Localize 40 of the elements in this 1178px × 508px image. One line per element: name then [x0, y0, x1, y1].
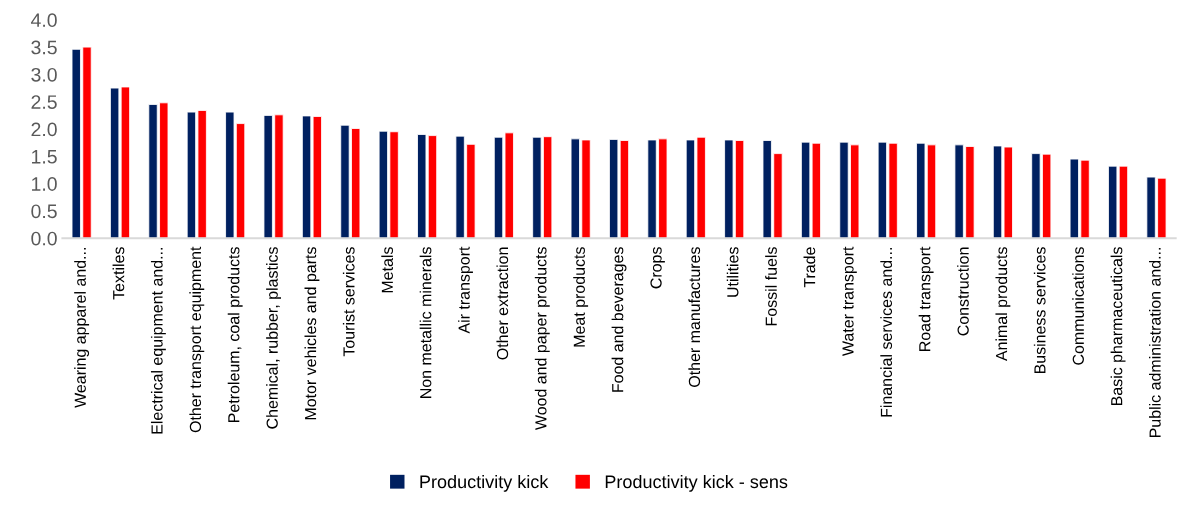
legend-label: Productivity kick [420, 474, 549, 492]
x-tick-label: Air transport [458, 246, 473, 334]
x-tick-label: Animal products [995, 247, 1011, 362]
x-tick-label: Water transport [842, 246, 857, 356]
x-tick-label: Crops [650, 247, 665, 289]
x-tick-label: Other extraction [496, 247, 509, 360]
y-tick-label: 2.0 [31, 122, 57, 137]
x-tick-label: Petroleum, coal products [227, 247, 243, 422]
y-tick-label: 3.5 [31, 40, 57, 55]
y-tick-label: 1.5 [32, 150, 57, 164]
x-tick-label: Wood and paper products [534, 247, 550, 431]
x-tick-label: Electrical equipment and... [150, 248, 166, 434]
x-tick-label: Construction [957, 247, 969, 336]
x-tick-label: Fossil fuels [765, 247, 777, 326]
x-tick-label: Road transport [918, 246, 934, 351]
x-tick-label: Business services [1033, 247, 1046, 374]
x-tick-label: Other transport equipment [189, 246, 205, 433]
x-tick-label: Communications [1072, 247, 1084, 365]
y-tick-label: 0.0 [31, 231, 57, 246]
x-tick-label: Wearing apparel and... [74, 248, 90, 408]
x-tick-label: Public administration and... [1149, 248, 1161, 438]
x-tick-label: Non metallic minerals [419, 247, 432, 398]
x-tick-label: Basic pharmaceuticals [1110, 247, 1126, 406]
y-tick-label: 2.5 [31, 95, 57, 109]
x-tick-label: Chemical, rubber, plastics [266, 247, 281, 429]
x-tick-label: Other manufactures [688, 247, 701, 387]
y-tick-label: 4.0 [30, 13, 57, 28]
x-tick-label: Financial services and... [880, 248, 893, 417]
x-tick-label: Tourist services [342, 247, 355, 357]
y-tick-label: 0.5 [31, 204, 57, 219]
x-tick-label: Trade [803, 247, 816, 288]
legend-label: Productivity kick - sens [605, 474, 788, 492]
x-tick-label: Textiles [112, 247, 125, 300]
x-tick-label: Metals [381, 247, 394, 293]
x-tick-label: Meat products [573, 247, 589, 347]
x-tick-label: Motor vehicles and parts [304, 247, 320, 420]
x-tick-label: Food and beverages [611, 247, 627, 392]
y-tick-label: 3.0 [31, 67, 57, 82]
y-tick-label: 1.0 [32, 177, 57, 191]
x-tick-label: Utilities [726, 247, 739, 297]
